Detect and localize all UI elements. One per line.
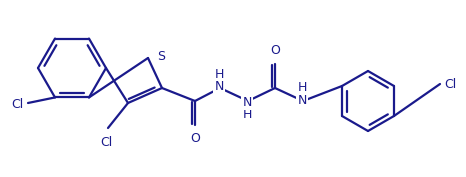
Text: N: N [297, 93, 307, 107]
Text: Cl: Cl [100, 136, 112, 149]
Text: S: S [157, 50, 165, 62]
Text: Cl: Cl [444, 78, 456, 90]
Text: O: O [190, 132, 200, 145]
Text: N: N [214, 81, 224, 93]
Text: H: H [242, 108, 252, 121]
Text: Cl: Cl [12, 98, 24, 112]
Text: N: N [242, 96, 252, 109]
Text: O: O [270, 44, 280, 57]
Text: H: H [214, 68, 224, 81]
Text: H: H [297, 81, 307, 94]
